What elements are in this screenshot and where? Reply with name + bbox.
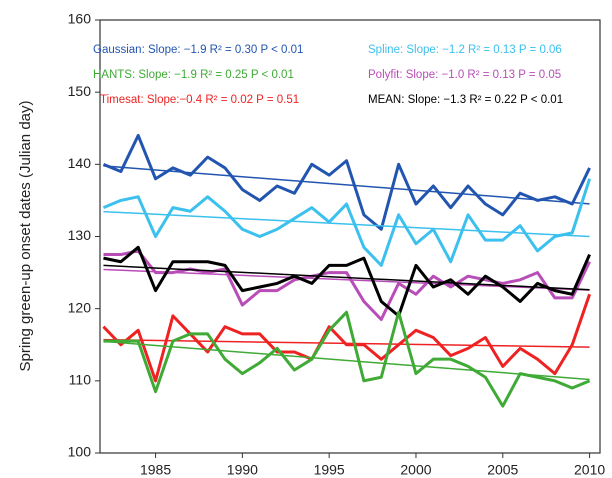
x-tick-label: 2010 (574, 462, 605, 478)
x-tick-label: 1985 (140, 462, 171, 478)
y-axis-label: Spring green-up onset dates (Julian day) (17, 100, 34, 371)
y-tick-label: 100 (68, 444, 92, 460)
y-tick-label: 140 (68, 155, 92, 171)
y-tick-label: 120 (68, 299, 92, 315)
x-tick-label: 1995 (314, 462, 345, 478)
y-tick-label: 150 (68, 83, 92, 99)
series-line (102, 293, 592, 383)
series-line (103, 310, 591, 408)
annotation: Gaussian: Slope: −1.9 R² = 0.30 P < 0.01 (93, 44, 303, 56)
series-line (102, 178, 592, 267)
trend-line (103, 338, 590, 348)
annotation: Spline: Slope: −1.2 R² = 0.13 P = 0.06 (368, 44, 562, 56)
annotation: Timesat: Slope:−0.4 R² = 0.02 P = 0.51 (100, 94, 299, 106)
annotation: MEAN: Slope: −1.3 R² = 0.22 P < 0.01 (368, 94, 563, 106)
series-line (103, 245, 591, 318)
x-tick-label: 1990 (227, 462, 258, 478)
plot-frame (99, 19, 601, 454)
x-tick-label: 2000 (400, 462, 431, 478)
trend-line (103, 264, 590, 291)
trend-line (103, 268, 590, 291)
trend-line (103, 210, 590, 238)
trend-line (103, 165, 590, 205)
x-tick-label: 2005 (487, 462, 518, 478)
y-tick-label: 160 (68, 11, 92, 27)
y-tick-label: 130 (68, 227, 92, 243)
annotation: HANTS: Slope: −1.9 R² = 0.25 P < 0.01 (93, 69, 294, 81)
annotation: Polyfit: Slope: −1.0 R² = 0.13 P = 0.05 (368, 69, 561, 81)
y-tick-label: 110 (69, 372, 92, 388)
trend-line (103, 340, 590, 381)
